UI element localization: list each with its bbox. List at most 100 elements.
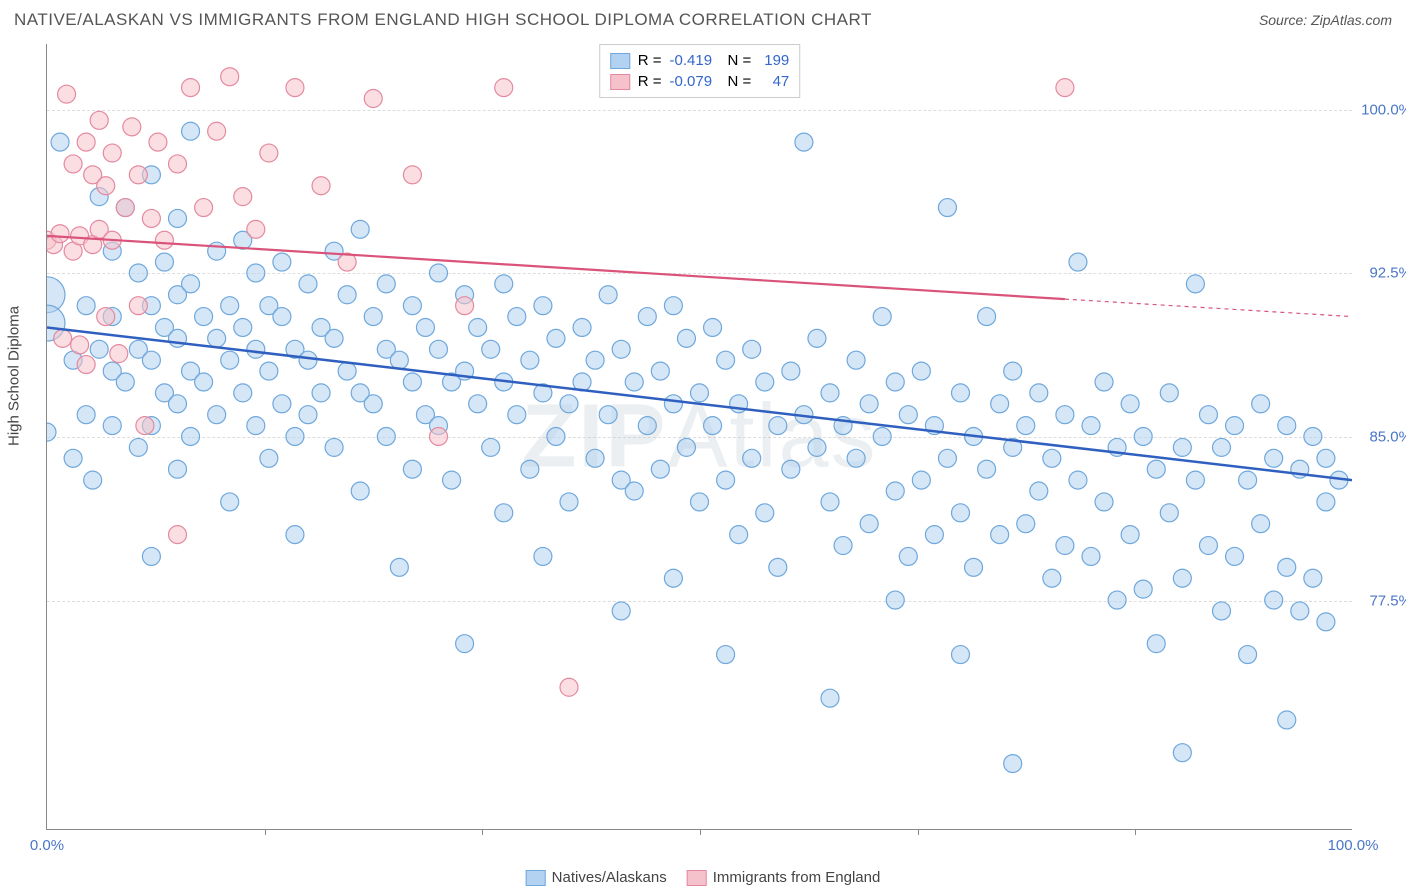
data-point	[208, 329, 226, 347]
data-point	[221, 351, 239, 369]
data-point	[638, 417, 656, 435]
data-point	[1082, 547, 1100, 565]
data-point	[586, 351, 604, 369]
data-point	[1173, 744, 1191, 762]
data-point	[795, 133, 813, 151]
correlation-legend: R = -0.419 N = 199 R = -0.079 N = 47	[599, 44, 801, 98]
data-point	[1278, 711, 1296, 729]
data-point	[208, 242, 226, 260]
data-point	[51, 225, 69, 243]
data-point	[1239, 471, 1257, 489]
data-point	[782, 460, 800, 478]
data-point	[338, 362, 356, 380]
data-point	[1095, 493, 1113, 511]
data-point	[195, 308, 213, 326]
data-point	[704, 318, 722, 336]
source-label: Source: ZipAtlas.com	[1259, 12, 1392, 28]
x-tick-mark	[482, 829, 483, 835]
data-point	[312, 384, 330, 402]
data-point	[925, 526, 943, 544]
data-point	[1082, 417, 1100, 435]
data-point	[390, 558, 408, 576]
data-point	[234, 384, 252, 402]
legend-item-natives: Natives/Alaskans	[526, 869, 667, 886]
data-point	[978, 308, 996, 326]
data-point	[1213, 438, 1231, 456]
data-point	[1030, 384, 1048, 402]
data-point	[64, 155, 82, 173]
data-point	[547, 329, 565, 347]
source-name: ZipAtlas.com	[1311, 12, 1392, 28]
data-point	[677, 438, 695, 456]
data-point	[1121, 526, 1139, 544]
chart-plot-area: ZIPAtlas R = -0.419 N = 199 R = -0.079 N…	[46, 44, 1352, 830]
data-point	[273, 308, 291, 326]
legend-row-pink: R = -0.079 N = 47	[610, 71, 790, 92]
data-point	[1252, 515, 1270, 533]
data-point	[886, 482, 904, 500]
data-point	[612, 340, 630, 358]
data-point	[717, 646, 735, 664]
legend-swatch-blue-icon	[526, 870, 546, 886]
data-point	[638, 308, 656, 326]
data-point	[364, 308, 382, 326]
data-point	[1017, 417, 1035, 435]
data-point	[1004, 362, 1022, 380]
data-point	[599, 286, 617, 304]
data-point	[54, 329, 72, 347]
data-point	[299, 275, 317, 293]
trend-line	[47, 236, 1065, 299]
data-point	[1317, 449, 1335, 467]
data-point	[1043, 449, 1061, 467]
data-point	[1317, 493, 1335, 511]
data-point	[273, 253, 291, 271]
data-point	[1121, 395, 1139, 413]
legend-swatch-blue	[610, 53, 630, 69]
data-point	[129, 264, 147, 282]
data-point	[260, 144, 278, 162]
r-value-pink: -0.079	[670, 73, 720, 90]
data-point	[508, 308, 526, 326]
data-point	[260, 362, 278, 380]
data-point	[208, 122, 226, 140]
data-point	[978, 460, 996, 478]
data-point	[991, 395, 1009, 413]
data-point	[612, 602, 630, 620]
x-tick-mark	[265, 829, 266, 835]
data-point	[403, 166, 421, 184]
data-point	[103, 417, 121, 435]
data-point	[677, 329, 695, 347]
data-point	[286, 79, 304, 97]
data-point	[169, 526, 187, 544]
data-point	[625, 373, 643, 391]
legend-swatch-pink	[610, 74, 630, 90]
data-point	[430, 340, 448, 358]
data-point	[873, 308, 891, 326]
data-point	[469, 318, 487, 336]
data-point	[521, 460, 539, 478]
data-point	[691, 493, 709, 511]
data-point	[1043, 569, 1061, 587]
data-point	[1095, 373, 1113, 391]
data-point	[821, 493, 839, 511]
data-point	[47, 423, 56, 441]
data-point	[1108, 591, 1126, 609]
data-point	[860, 395, 878, 413]
data-point	[77, 356, 95, 374]
data-point	[1239, 646, 1257, 664]
chart-title: NATIVE/ALASKAN VS IMMIGRANTS FROM ENGLAN…	[14, 10, 872, 30]
y-axis-label: High School Diploma	[6, 306, 23, 446]
data-point	[1213, 602, 1231, 620]
data-point	[234, 188, 252, 206]
data-point	[90, 111, 108, 129]
data-point	[1173, 438, 1191, 456]
data-point	[651, 362, 669, 380]
data-point	[808, 438, 826, 456]
data-point	[756, 373, 774, 391]
legend-item-immigrants: Immigrants from England	[687, 869, 881, 886]
data-point	[521, 351, 539, 369]
data-point	[377, 275, 395, 293]
data-point	[247, 340, 265, 358]
data-point	[1069, 471, 1087, 489]
data-point	[90, 340, 108, 358]
